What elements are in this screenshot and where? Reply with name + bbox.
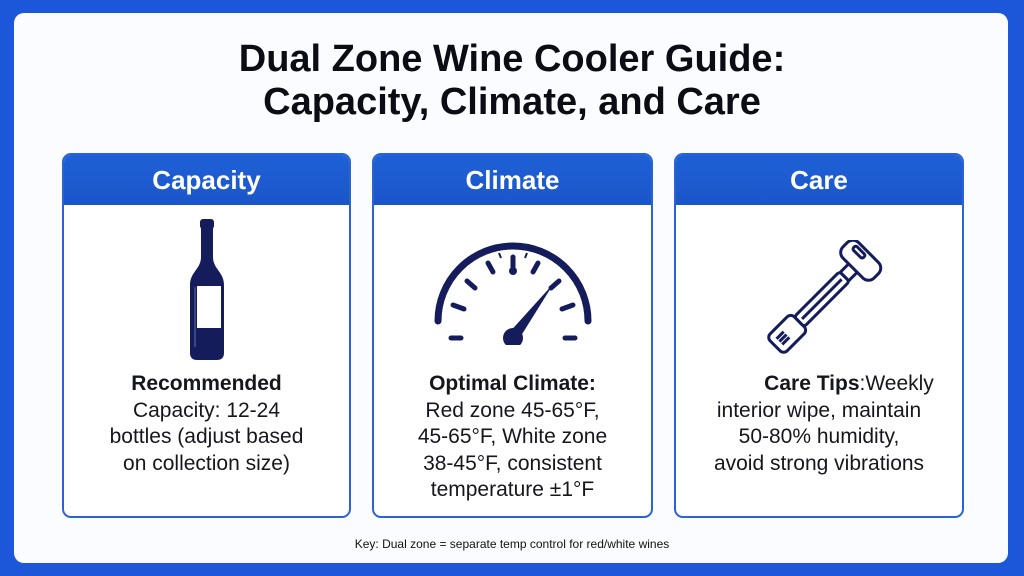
card-header: Care xyxy=(676,155,962,205)
text-line: Capacity: 12-24 xyxy=(132,398,281,422)
care-colon: : xyxy=(859,372,866,395)
text-line: 50-80% humidity, xyxy=(738,425,900,448)
capacity-heading: Recommended xyxy=(131,372,282,395)
gauge-icon xyxy=(374,235,651,345)
text-line: on collection size) xyxy=(123,451,290,475)
text-line: Red zone 45-65°F, xyxy=(425,398,600,422)
text-line: avoid strong vibrations xyxy=(713,451,925,475)
capacity-text: Recommended Capacity: 12-24 bottles (adj… xyxy=(64,371,349,477)
text-inline: Weekly xyxy=(865,372,934,395)
text-line: 38-45°F, consistent xyxy=(423,451,602,475)
care-card: Care Care Tips:Weekly interior wipe, mai… xyxy=(674,153,964,518)
text-line: bottles (adjust based xyxy=(109,425,304,448)
wine-bottle-icon xyxy=(64,217,349,362)
title-line-2: Capacity, Climate, and Care xyxy=(263,81,761,123)
care-text: Care Tips:Weekly interior wipe, maintain… xyxy=(676,371,962,477)
climate-text: Optimal Climate: Red zone 45-65°F, 45-65… xyxy=(374,371,651,504)
text-line: interior wipe, maintain xyxy=(716,398,922,422)
card-header: Capacity xyxy=(64,155,349,205)
text-line: 45-65°F, White zone xyxy=(417,425,608,448)
key-note: Key: Dual zone = separate temp control f… xyxy=(354,537,670,551)
climate-heading: Optimal Climate: xyxy=(429,372,596,395)
climate-card: Climate Optimal Climate: Red zone 45-65°… xyxy=(372,153,653,518)
cleaning-tool-icon xyxy=(676,240,962,365)
page-title: Dual Zone Wine Cooler Guide: Capacity, C… xyxy=(0,38,1024,124)
text-line: temperature ±1°F xyxy=(430,478,595,501)
title-line-1: Dual Zone Wine Cooler Guide: xyxy=(238,38,786,80)
care-heading: Care Tips xyxy=(764,372,860,395)
capacity-card: Capacity Recommended Capacity: 12-24 bot… xyxy=(62,153,351,518)
card-header: Climate xyxy=(374,155,651,205)
